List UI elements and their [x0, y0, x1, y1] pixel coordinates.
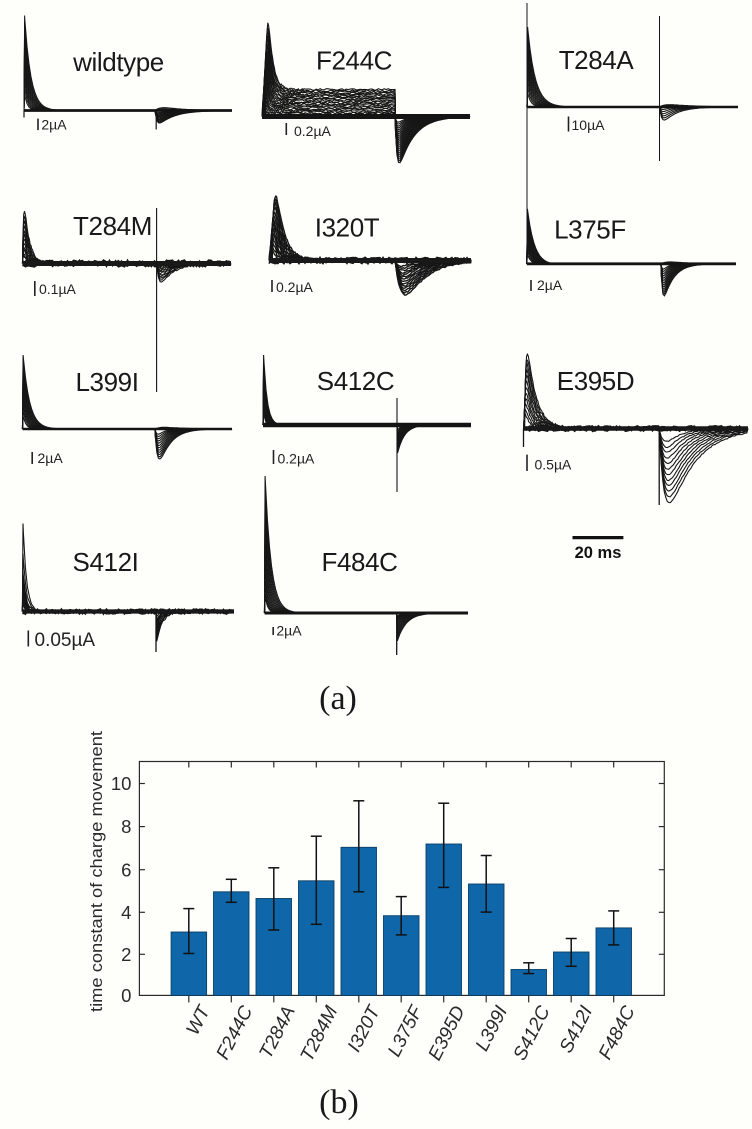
svg-text:T284A: T284A: [256, 1003, 300, 1062]
svg-text:2µA: 2µA: [276, 622, 302, 638]
svg-text:S412I: S412I: [73, 547, 139, 577]
svg-text:S412C: S412C: [317, 366, 395, 396]
svg-text:F484C: F484C: [321, 547, 397, 577]
svg-text:F244C: F244C: [316, 46, 392, 76]
svg-text:L399I: L399I: [472, 1002, 513, 1055]
svg-text:0.2µA: 0.2µA: [278, 451, 316, 467]
svg-text:(b): (b): [319, 1084, 359, 1121]
svg-text:T284M: T284M: [73, 211, 152, 241]
svg-text:0: 0: [121, 985, 131, 1006]
svg-text:2µA: 2µA: [537, 277, 563, 293]
svg-text:S412I: S412I: [556, 1002, 598, 1056]
svg-text:I320T: I320T: [344, 1002, 385, 1056]
svg-text:(a): (a): [319, 680, 357, 717]
svg-text:T284A: T284A: [559, 45, 635, 75]
svg-text:E395D: E395D: [557, 366, 635, 396]
svg-text:20 ms: 20 ms: [575, 544, 622, 562]
svg-text:0.5µA: 0.5µA: [535, 456, 573, 472]
svg-text:L375F: L375F: [554, 215, 626, 245]
svg-text:4: 4: [121, 902, 131, 923]
svg-text:time constant of charge moveme: time constant of charge movement: [87, 731, 106, 1012]
svg-text:S412C: S412C: [510, 1003, 555, 1065]
svg-text:F484C: F484C: [595, 1002, 640, 1063]
svg-text:0.2µA: 0.2µA: [276, 279, 314, 295]
svg-text:8: 8: [121, 816, 131, 837]
svg-text:0.2µA: 0.2µA: [294, 123, 332, 139]
svg-text:E395D: E395D: [425, 1003, 470, 1065]
svg-text:10: 10: [111, 773, 132, 794]
svg-text:10µA: 10µA: [572, 117, 606, 133]
svg-text:2µA: 2µA: [41, 117, 67, 133]
svg-text:I320T: I320T: [315, 213, 380, 243]
svg-text:0.1µA: 0.1µA: [39, 281, 77, 297]
svg-text:2: 2: [121, 944, 131, 965]
svg-text:T284M: T284M: [297, 1003, 343, 1065]
svg-text:WT: WT: [183, 1002, 216, 1039]
svg-text:6: 6: [121, 859, 131, 880]
svg-text:2µA: 2µA: [38, 450, 64, 466]
svg-text:0.05µA: 0.05µA: [35, 630, 96, 651]
svg-text:L375F: L375F: [384, 1001, 428, 1060]
svg-text:F244C: F244C: [213, 1002, 258, 1063]
svg-text:wildtype: wildtype: [72, 47, 164, 77]
svg-text:L399I: L399I: [75, 367, 138, 397]
